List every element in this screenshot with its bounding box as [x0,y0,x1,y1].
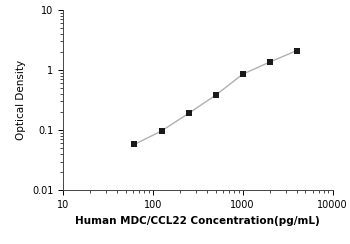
Point [132,142,137,146]
Point [186,112,191,115]
Point [240,72,245,76]
Point [159,129,164,133]
Y-axis label: Optical Density: Optical Density [16,60,26,140]
Point [213,93,218,97]
Point [294,49,300,52]
Point [267,60,273,64]
X-axis label: Human MDC/CCL22 Concentration(pg/mL): Human MDC/CCL22 Concentration(pg/mL) [75,216,320,226]
